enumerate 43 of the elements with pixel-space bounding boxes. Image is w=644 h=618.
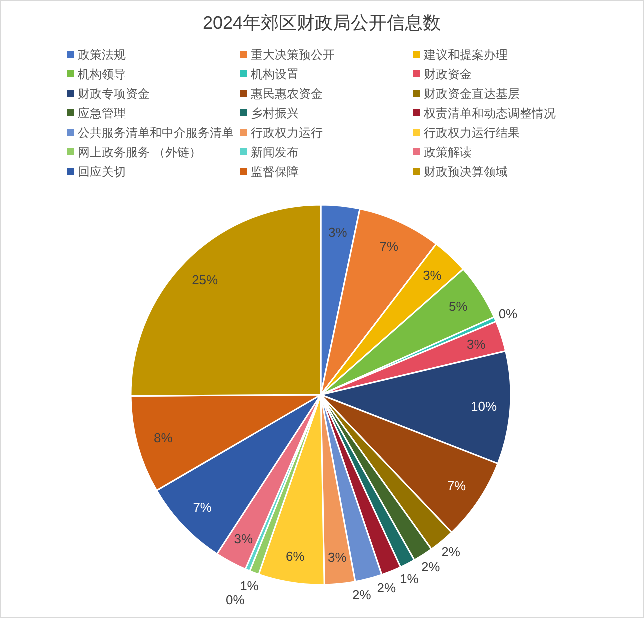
legend-label: 网上政务服务 （外链） bbox=[78, 146, 202, 160]
legend-label: 建议和提案办理 bbox=[424, 48, 508, 62]
legend-label: 财政专项资金 bbox=[78, 87, 150, 102]
legend-label: 行政权力运行结果 bbox=[424, 126, 520, 140]
legend-label: 政策法规 bbox=[78, 48, 126, 62]
legend-label: 监督保障 bbox=[251, 165, 299, 180]
legend-label: 新闻发布 bbox=[251, 146, 299, 160]
data-label: 7% bbox=[193, 500, 212, 516]
data-label: 3% bbox=[423, 268, 442, 284]
legend-label: 回应关切 bbox=[78, 165, 126, 180]
data-label: 25% bbox=[192, 272, 218, 288]
legend-label: 行政权力运行 bbox=[251, 126, 323, 140]
legend-label: 机构领导 bbox=[78, 68, 126, 82]
data-label: 3% bbox=[328, 224, 348, 240]
data-label: 5% bbox=[449, 299, 468, 314]
data-label: 2% bbox=[352, 587, 372, 602]
legend-label: 重大决策预公开 bbox=[251, 48, 335, 62]
legend-label: 惠民惠农资金 bbox=[251, 87, 323, 102]
data-label: 3% bbox=[467, 337, 486, 352]
legend-label: 财政预决算领域 bbox=[424, 165, 508, 180]
data-label: 6% bbox=[286, 548, 305, 564]
legend-label: 乡村振兴 bbox=[251, 106, 299, 121]
title: 2024年郊区财政局公开信息数 bbox=[202, 13, 442, 33]
legend-label: 公共服务清单和中介服务清单 bbox=[78, 126, 234, 140]
data-label: 10% bbox=[471, 398, 498, 414]
legend-label: 权责清单和动态调整情况 bbox=[424, 106, 556, 121]
legend-label: 机构设置 bbox=[251, 68, 299, 82]
data-label: 2% bbox=[442, 544, 460, 560]
data-label: 1% bbox=[400, 571, 419, 586]
data-label: 2% bbox=[421, 559, 440, 574]
data-label: 7% bbox=[380, 239, 399, 254]
legend-label: 应急管理 bbox=[78, 106, 126, 121]
data-label: 1% bbox=[240, 578, 259, 594]
data-label: 3% bbox=[328, 550, 347, 566]
legend-label: 财政资金 bbox=[424, 68, 472, 82]
data-label: 8% bbox=[154, 430, 173, 446]
legend-label: 政策解读 bbox=[424, 146, 472, 160]
data-label: 2% bbox=[377, 580, 396, 596]
legend-label: 财政资金直达基层 bbox=[424, 87, 520, 102]
data-label: 3% bbox=[234, 531, 254, 546]
data-label: 7% bbox=[447, 478, 466, 494]
data-label: 0% bbox=[226, 592, 245, 608]
data-label: 0% bbox=[498, 306, 518, 322]
